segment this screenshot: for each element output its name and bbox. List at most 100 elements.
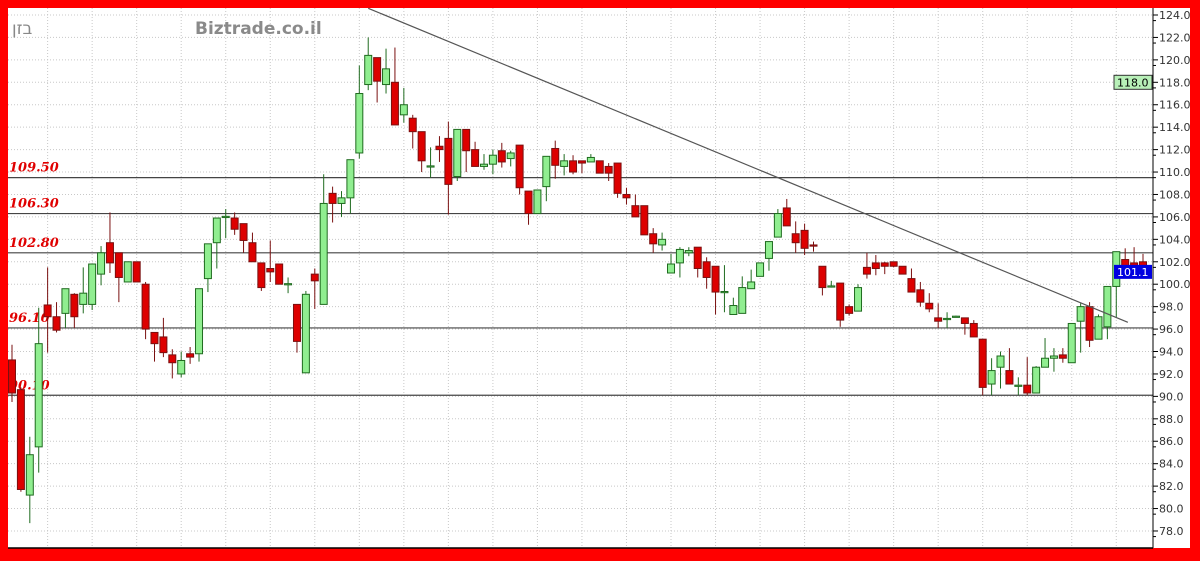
candle-body xyxy=(595,160,604,174)
y-tick-label: 96.0 xyxy=(1159,323,1184,336)
candle-up xyxy=(61,288,70,328)
candle-up xyxy=(1067,322,1076,364)
y-tick-label: 112.0 xyxy=(1159,144,1191,157)
candle-down xyxy=(328,186,337,223)
candle-body xyxy=(435,145,444,151)
candle-up xyxy=(123,261,132,283)
y-tick-label: 120.0 xyxy=(1159,54,1191,67)
candle-down xyxy=(613,162,622,198)
candle-body xyxy=(266,268,275,273)
candle-body xyxy=(399,104,408,116)
candle-body xyxy=(702,261,711,278)
candle-body xyxy=(426,165,435,168)
candle-body xyxy=(551,147,560,166)
candle-body xyxy=(640,205,649,236)
candle-down xyxy=(1005,348,1014,385)
candle-body xyxy=(693,246,702,270)
candle-up xyxy=(542,155,551,202)
trendline xyxy=(367,7,1129,323)
candle-down xyxy=(845,304,854,316)
candle-down xyxy=(898,265,907,275)
candle-up xyxy=(1014,377,1023,396)
candle-body xyxy=(506,152,515,160)
candles xyxy=(8,37,1147,524)
candle-body xyxy=(1067,322,1076,364)
candle-up xyxy=(355,65,364,159)
candle-body xyxy=(515,144,524,189)
candle-up xyxy=(764,241,773,271)
candle-down xyxy=(8,344,16,402)
candle-down xyxy=(551,140,560,179)
candle-body xyxy=(560,160,569,167)
candle-body xyxy=(613,162,622,194)
candle-down xyxy=(524,190,533,225)
candle-down xyxy=(114,252,123,303)
badge-background xyxy=(1114,264,1152,279)
candle-body xyxy=(898,265,907,275)
candle-body xyxy=(586,156,595,163)
candle-down xyxy=(310,268,319,309)
candle-up xyxy=(533,189,542,215)
candle-body xyxy=(951,315,960,318)
candle-down xyxy=(239,223,248,253)
candle-down xyxy=(373,57,382,103)
candle-body xyxy=(818,265,827,289)
candle-body xyxy=(248,242,257,263)
candle-down xyxy=(444,121,453,215)
candle-body xyxy=(382,68,391,86)
candle-body xyxy=(862,266,871,275)
watermark: Biztrade.co.il xyxy=(195,19,322,39)
candle-body xyxy=(275,263,284,285)
level-label: 106.30 xyxy=(9,197,59,212)
candle-down xyxy=(800,223,809,256)
candle-up xyxy=(284,277,293,294)
candle-body xyxy=(675,248,684,264)
candle-up xyxy=(773,209,782,238)
candle-body xyxy=(756,262,765,277)
candle-down xyxy=(43,267,52,353)
candle-down xyxy=(711,265,720,315)
candle-down xyxy=(925,293,934,313)
y-tick-label: 84.0 xyxy=(1159,458,1184,471)
y-tick-label: 90.0 xyxy=(1159,390,1184,403)
trendline-group xyxy=(367,7,1129,323)
candle-body xyxy=(604,165,613,174)
candle-down xyxy=(569,155,578,175)
candle-body xyxy=(622,193,631,199)
candle-up xyxy=(1094,314,1103,340)
candle-body xyxy=(1023,384,1032,394)
candle-body xyxy=(916,289,925,303)
candle-up xyxy=(195,288,204,362)
y-tick-label: 98.0 xyxy=(1159,301,1184,314)
candle-body xyxy=(960,317,969,324)
candle-body xyxy=(1041,357,1050,368)
candle-body xyxy=(996,355,1005,368)
candle-up xyxy=(479,154,488,170)
y-tick-label: 110.0 xyxy=(1159,166,1191,179)
candle-body xyxy=(88,263,97,305)
candle-up xyxy=(738,276,747,314)
candle-down xyxy=(275,263,284,285)
candle-body xyxy=(150,331,159,345)
candle-down xyxy=(978,338,987,396)
candle-body xyxy=(542,155,551,188)
candle-up xyxy=(586,154,595,163)
candle-body xyxy=(364,54,373,86)
candle-up xyxy=(1041,338,1050,368)
y-tick-label: 114.0 xyxy=(1159,121,1191,134)
y-tick-label: 108.0 xyxy=(1159,188,1191,201)
candle-body xyxy=(444,137,453,185)
candle-up xyxy=(827,280,836,288)
candle-down xyxy=(577,160,586,174)
candle-down xyxy=(70,293,79,328)
candle-up xyxy=(97,246,106,286)
candle-body xyxy=(471,149,480,167)
y-tick-label: 78.0 xyxy=(1159,525,1184,538)
candle-body xyxy=(177,359,186,375)
candle-body xyxy=(373,57,382,82)
candle-body xyxy=(524,190,533,215)
candle-body xyxy=(105,242,114,264)
candle-down xyxy=(809,241,818,252)
candle-body xyxy=(836,282,845,321)
candle-body xyxy=(212,217,221,244)
